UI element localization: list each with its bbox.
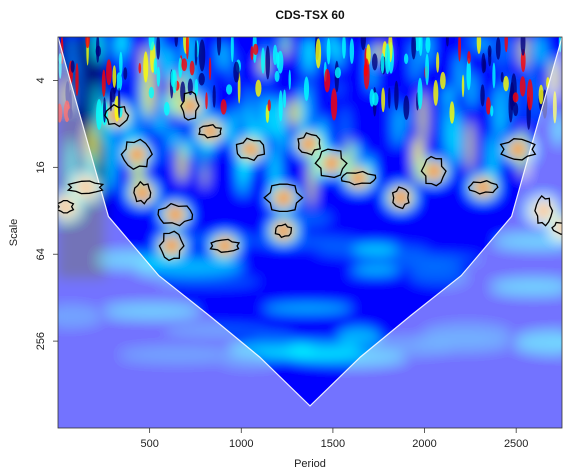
cone-of-influence-line	[57, 36, 563, 407]
y-tick-label: 256	[35, 332, 47, 350]
significance-contour	[133, 180, 152, 205]
x-axis: 500 1000 1500 2000 2500	[140, 428, 528, 450]
significance-contour	[551, 221, 562, 236]
significance-contour	[534, 194, 554, 227]
y-tick-label: 16	[35, 161, 47, 173]
significance-contour	[235, 137, 266, 162]
plot-frame	[57, 36, 563, 429]
significance-contour	[314, 148, 348, 179]
significance-contour	[499, 138, 537, 161]
plot-area	[57, 36, 563, 429]
significance-contour	[209, 238, 241, 253]
significance-contour	[66, 180, 105, 195]
y-axis: 4 16 64 256	[35, 77, 58, 350]
chart-title: CDS-TSX 60	[275, 8, 345, 22]
significance-contour	[120, 138, 153, 170]
significance-contour	[58, 199, 75, 214]
x-tick-label: 2000	[412, 438, 436, 450]
significance-contours	[58, 90, 562, 262]
significance-contour	[297, 132, 321, 156]
significance-contour	[104, 103, 130, 128]
x-axis-label: Period	[294, 458, 326, 470]
significance-contour	[180, 90, 200, 121]
y-tick-label: 64	[35, 248, 47, 260]
heatmap-layer	[58, 37, 562, 428]
y-tick-label: 4	[35, 77, 47, 83]
x-tick-label: 1500	[321, 438, 345, 450]
x-tick-label: 2500	[504, 438, 528, 450]
outside-cone-shading	[58, 37, 562, 428]
significance-contour	[157, 202, 194, 227]
significance-contour	[158, 230, 185, 262]
significance-contour	[340, 170, 377, 186]
significance-contour	[198, 123, 223, 139]
significance-contour	[467, 179, 499, 195]
significance-contour	[391, 186, 410, 210]
significance-contour	[263, 183, 304, 213]
x-tick-label: 1000	[229, 438, 253, 450]
significance-contour	[274, 223, 293, 239]
x-tick-label: 500	[140, 438, 158, 450]
y-axis-label: Scale	[8, 219, 20, 247]
significance-contour	[420, 155, 447, 187]
